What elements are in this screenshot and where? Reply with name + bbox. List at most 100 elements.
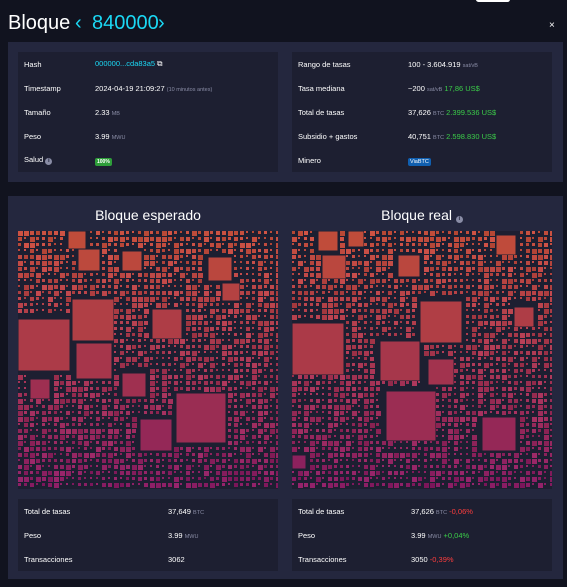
tx-block[interactable] (340, 231, 345, 236)
tx-block[interactable] (138, 477, 142, 481)
tx-block[interactable] (466, 321, 469, 324)
tx-block[interactable] (276, 333, 281, 338)
tx-block[interactable] (454, 237, 459, 242)
tx-block[interactable] (322, 477, 324, 479)
tx-block[interactable] (352, 351, 357, 356)
tx-block[interactable] (550, 399, 553, 402)
tx-block[interactable] (484, 363, 489, 368)
tx-block[interactable] (174, 381, 178, 385)
tx-block[interactable] (252, 339, 255, 342)
tx-block[interactable] (460, 465, 462, 467)
tx-block[interactable] (346, 357, 348, 359)
tx-block[interactable] (126, 399, 130, 403)
tx-block[interactable] (412, 453, 417, 458)
tx-block[interactable] (442, 453, 447, 458)
tx-block[interactable] (48, 249, 52, 253)
tx-block[interactable] (370, 267, 372, 269)
tx-block[interactable] (102, 291, 107, 296)
tx-block[interactable] (496, 453, 501, 458)
tx-block[interactable] (514, 387, 517, 390)
tx-block[interactable] (168, 273, 172, 277)
tx-block[interactable] (54, 471, 59, 476)
tx-block[interactable] (108, 291, 111, 294)
tx-block[interactable] (352, 297, 357, 302)
tx-block[interactable] (514, 471, 516, 473)
tx-block[interactable] (234, 417, 239, 422)
tx-block[interactable] (36, 303, 38, 305)
tx-block[interactable] (24, 297, 26, 299)
tx-block[interactable] (240, 345, 243, 348)
tx-block[interactable] (526, 387, 531, 392)
tx-block[interactable] (114, 447, 118, 451)
tx-block[interactable] (412, 381, 417, 386)
tx-block[interactable] (270, 243, 272, 245)
tx-block[interactable] (448, 255, 452, 259)
tx-block[interactable] (508, 471, 512, 475)
tx-block[interactable] (264, 405, 268, 409)
tx-block[interactable] (508, 339, 510, 341)
tx-block[interactable] (228, 393, 233, 398)
tx-block[interactable] (72, 381, 76, 385)
tx-block[interactable] (96, 237, 98, 239)
tx-block[interactable] (334, 303, 338, 307)
tx-block[interactable] (472, 447, 477, 452)
tx-block[interactable] (358, 465, 360, 467)
tx-block[interactable] (376, 381, 380, 385)
tx-block[interactable] (478, 381, 483, 386)
tx-block[interactable] (364, 453, 368, 457)
tx-block[interactable] (264, 453, 268, 457)
tx-block[interactable] (532, 369, 535, 372)
tx-block[interactable] (394, 465, 396, 467)
tx-block[interactable] (478, 459, 480, 461)
tx-block[interactable] (292, 399, 296, 403)
tx-block[interactable] (520, 237, 522, 239)
tx-block[interactable] (270, 459, 274, 463)
tx-block[interactable] (138, 285, 140, 287)
tx-block[interactable] (364, 393, 368, 397)
tx-block[interactable] (394, 249, 396, 251)
tx-block[interactable] (370, 471, 375, 476)
tx-block[interactable] (352, 315, 354, 317)
tx-block[interactable] (228, 357, 233, 362)
tx-block[interactable] (544, 369, 546, 371)
tx-block[interactable] (496, 393, 498, 395)
tx-block[interactable] (18, 303, 23, 308)
tx-block[interactable] (358, 477, 362, 481)
tx-block[interactable] (454, 387, 456, 389)
tx-block[interactable] (30, 249, 34, 253)
tx-block[interactable] (204, 321, 208, 325)
tx-block[interactable] (370, 483, 374, 487)
tx-block[interactable] (96, 459, 99, 462)
tx-block[interactable] (424, 279, 428, 283)
tx-block[interactable] (520, 405, 522, 407)
tx-block[interactable] (412, 291, 415, 294)
tx-block[interactable] (114, 477, 117, 480)
tx-block[interactable] (364, 459, 367, 462)
tx-block[interactable] (192, 453, 195, 456)
tx-block[interactable] (328, 315, 333, 320)
tx-block[interactable] (520, 273, 524, 277)
tx-block[interactable] (424, 267, 429, 272)
tx-block[interactable] (304, 429, 308, 433)
tx-block[interactable] (406, 483, 410, 487)
tx-block[interactable] (174, 261, 177, 264)
tx-block[interactable] (466, 273, 469, 276)
tx-block[interactable] (114, 417, 118, 421)
tx-block[interactable] (442, 399, 444, 401)
tx-block[interactable] (234, 315, 237, 318)
tx-block[interactable] (532, 351, 536, 355)
tx-block[interactable] (180, 351, 185, 356)
tx-block[interactable] (240, 351, 243, 354)
tx-block[interactable] (174, 279, 176, 281)
tx-block[interactable] (204, 453, 208, 457)
tx-block[interactable] (298, 267, 300, 269)
tx-block[interactable] (66, 291, 71, 296)
tx-block[interactable] (186, 291, 191, 296)
tx-block[interactable] (240, 435, 245, 440)
tx-block[interactable] (364, 357, 367, 360)
tx-block[interactable] (370, 237, 372, 239)
tx-block[interactable] (508, 255, 513, 260)
tx-block[interactable] (322, 465, 327, 470)
tx-block[interactable] (472, 429, 474, 431)
tx-block[interactable] (180, 363, 185, 368)
